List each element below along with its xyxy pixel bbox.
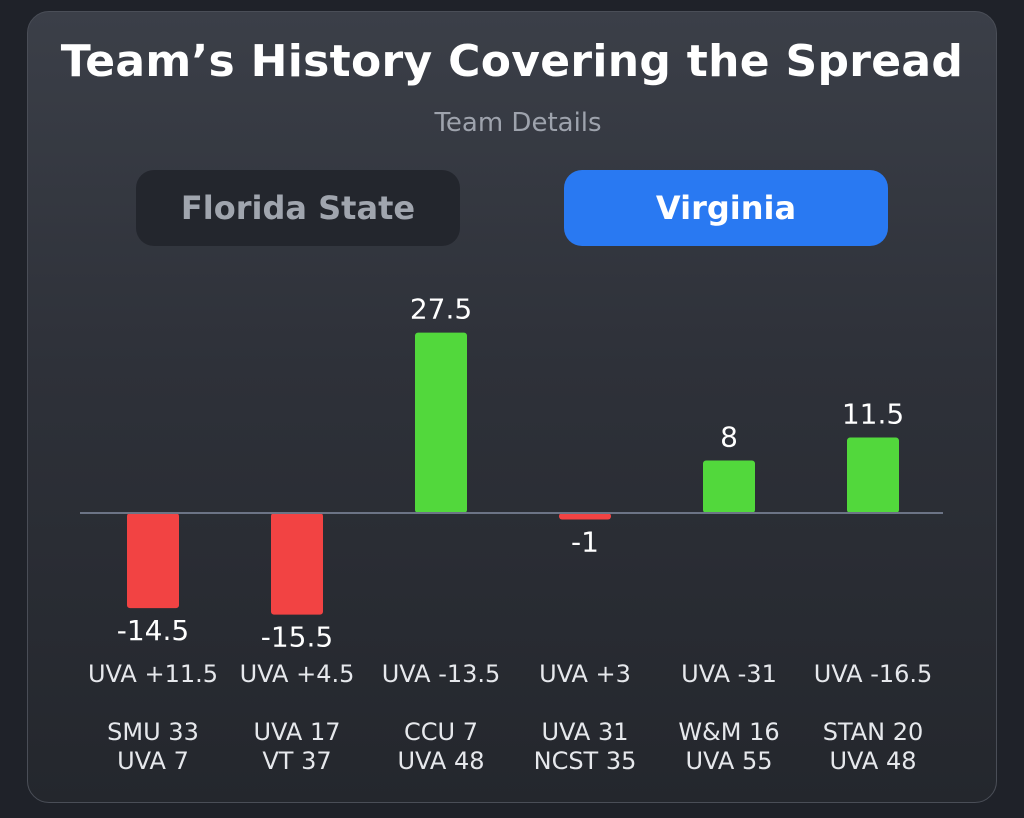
score-line: VT 37 — [262, 747, 331, 775]
category-label: UVA +3 — [539, 660, 631, 688]
score-line: NCST 35 — [534, 747, 637, 775]
score-line: UVA 7 — [117, 747, 189, 775]
bar — [559, 513, 611, 520]
score-line: UVA 17 — [253, 718, 340, 746]
category-label: UVA -13.5 — [382, 660, 501, 688]
category-label: UVA -31 — [681, 660, 777, 688]
score-line: UVA 48 — [829, 747, 916, 775]
bar — [271, 513, 323, 615]
data-label: -14.5 — [117, 614, 189, 647]
category-label: UVA +11.5 — [88, 660, 218, 688]
data-label: -1 — [571, 526, 599, 559]
score-line: W&M 16 — [678, 718, 779, 746]
bar — [847, 437, 899, 513]
data-label: -15.5 — [261, 621, 333, 654]
tab-florida-state[interactable]: Florida State — [136, 170, 460, 246]
tab-virginia[interactable]: Virginia — [564, 170, 888, 246]
score-line: SMU 33 — [107, 718, 199, 746]
bar — [415, 332, 467, 513]
chart-card — [27, 11, 997, 803]
score-line: STAN 20 — [823, 718, 924, 746]
page-subtitle: Team Details — [434, 108, 602, 138]
data-label: 8 — [720, 421, 738, 454]
page-title: Team’s History Covering the Spread — [60, 36, 964, 87]
data-label: 11.5 — [842, 398, 904, 431]
score-line: UVA 48 — [397, 747, 484, 775]
data-label: 27.5 — [410, 293, 472, 326]
bar — [703, 460, 755, 513]
score-line: UVA 55 — [685, 747, 772, 775]
bar — [127, 513, 179, 609]
category-label: UVA +4.5 — [240, 660, 355, 688]
score-line: CCU 7 — [404, 718, 478, 746]
category-label: UVA -16.5 — [814, 660, 933, 688]
score-line: UVA 31 — [541, 718, 628, 746]
